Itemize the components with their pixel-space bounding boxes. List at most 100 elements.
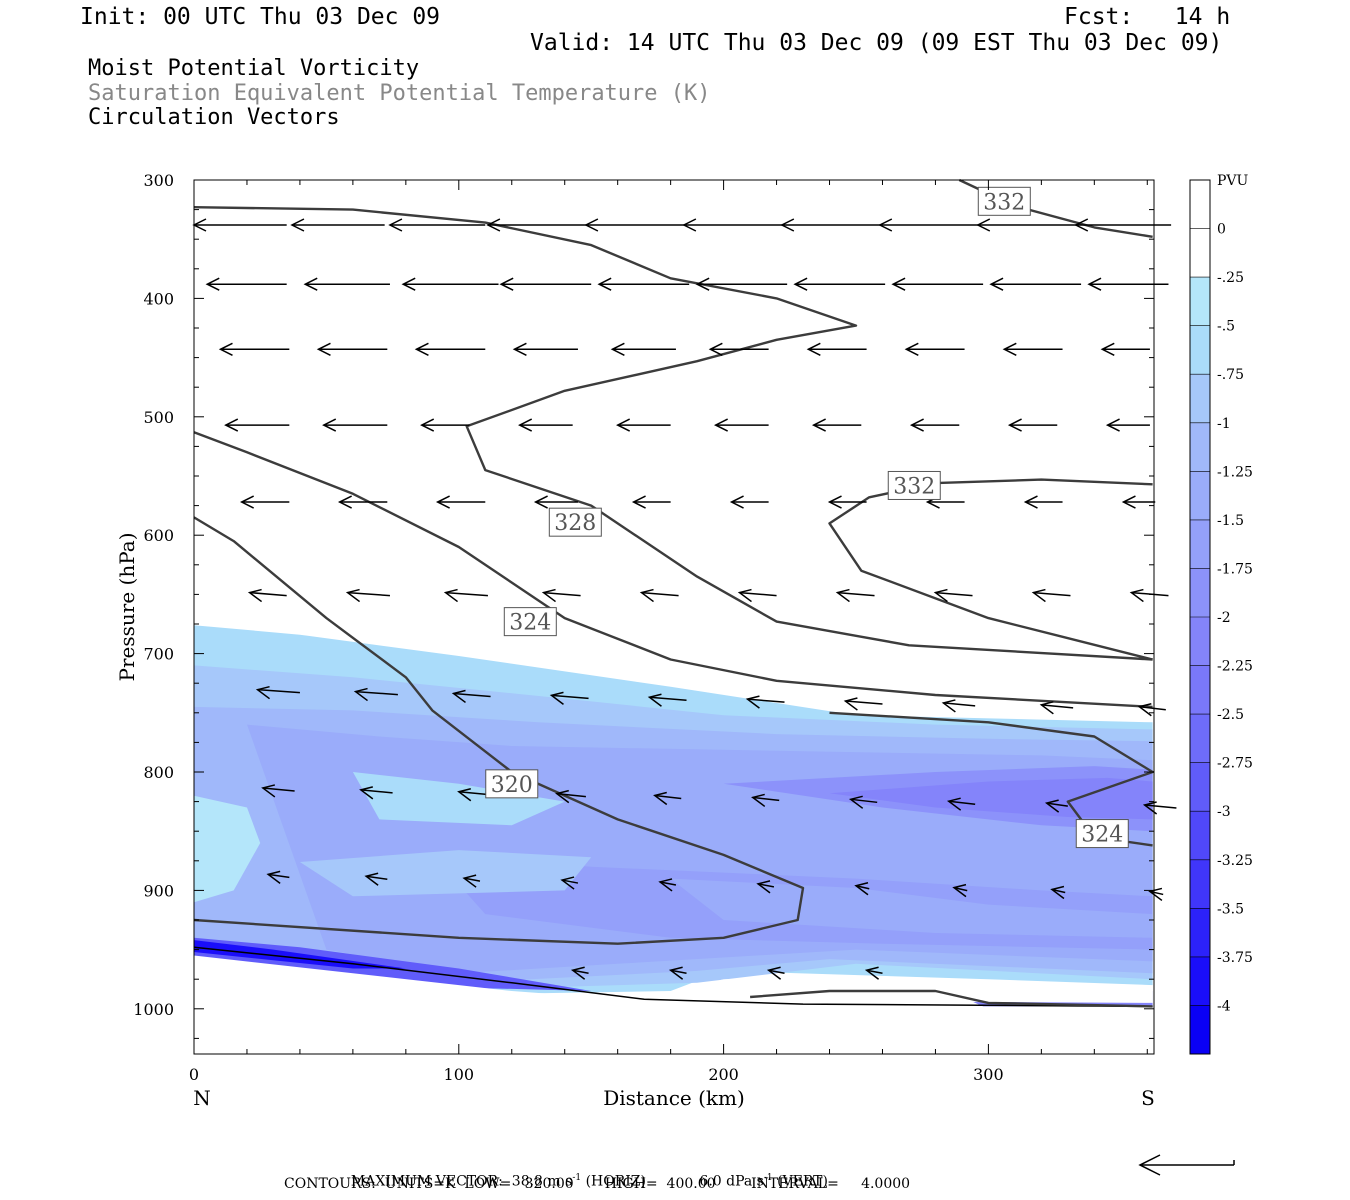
- y-tick-label: 1000: [133, 1000, 174, 1019]
- colorbar-swatch: [1190, 956, 1210, 1006]
- circulation-vector: [1044, 799, 1068, 813]
- circulation-vector: [1007, 418, 1058, 432]
- colorbar-label: -4: [1217, 998, 1231, 1014]
- circulation-vector: [1031, 588, 1071, 603]
- vector-head: [560, 876, 575, 890]
- vector-head: [1105, 418, 1120, 432]
- title-vectors: Circulation Vectors: [88, 105, 340, 130]
- circulation-vector: [864, 966, 883, 980]
- circulation-vector: [708, 342, 769, 356]
- circulation-vector: [486, 218, 589, 232]
- pv-gap: [670, 975, 1153, 1003]
- vector-head: [1137, 702, 1152, 717]
- vector-head: [499, 277, 514, 291]
- vector-head: [443, 588, 459, 603]
- y-tick-label: 900: [143, 881, 174, 900]
- vector-shaft: [551, 694, 589, 700]
- colorbar-swatch: [1190, 228, 1210, 278]
- colorbar-label: -1.5: [1217, 513, 1244, 529]
- pv-patch-mid: [352, 772, 565, 826]
- x-axis-label: Distance (km): [603, 1086, 745, 1110]
- circulation-vector: [462, 874, 481, 888]
- contour-label-text: 324: [509, 611, 551, 636]
- colorbar-swatch: [1190, 714, 1210, 764]
- vector-shaft: [739, 591, 777, 597]
- circulation-vector: [1074, 218, 1172, 232]
- contour-label-text: 328: [554, 511, 596, 536]
- circulation-vector: [766, 966, 785, 980]
- vector-head: [891, 277, 906, 291]
- vector-head: [555, 789, 570, 804]
- plot-frame: [193, 179, 1155, 1055]
- circulation-vector: [443, 588, 488, 603]
- contour-label-box: [548, 507, 602, 537]
- contour-label: 332: [887, 470, 941, 500]
- circulation-vector: [1121, 495, 1156, 509]
- circulation-vector: [989, 277, 1082, 291]
- circulation-vector: [658, 878, 677, 892]
- colorbar-swatch: [1190, 617, 1210, 667]
- circulation-vector: [878, 218, 981, 232]
- circulation-vector: [597, 277, 690, 291]
- circulation-vector: [218, 342, 290, 356]
- surface-fill: [193, 946, 1153, 1057]
- vector-head: [255, 685, 271, 700]
- vector-head: [1142, 801, 1158, 815]
- vector-head: [658, 878, 673, 892]
- vector-head: [239, 495, 254, 509]
- circulation-vector: [729, 495, 769, 509]
- vector-head: [457, 788, 472, 802]
- colorbar-label: -1: [1217, 416, 1231, 432]
- circulation-vector: [745, 695, 785, 709]
- circulation-vector: [239, 495, 290, 509]
- vector-shaft: [1046, 802, 1068, 807]
- circulation-vector: [359, 786, 393, 800]
- y-tick-label: 400: [143, 289, 174, 308]
- circulation-vector: [843, 697, 883, 711]
- circulation-vector: [247, 588, 287, 603]
- contour-label-text: 320: [491, 773, 533, 798]
- footer-contours: CONTOURS: UNITS=K LOW= 320.00 HIGH= 400.…: [284, 1176, 911, 1192]
- vector-head: [806, 342, 821, 356]
- circulation-vector: [1137, 702, 1166, 717]
- vector-head: [303, 277, 318, 291]
- circulation-vector: [1142, 801, 1177, 815]
- circulation-vector: [499, 277, 592, 291]
- colorbar-label: -.5: [1217, 319, 1235, 335]
- circulation-vector: [682, 218, 785, 232]
- axes: 300 400 500 600 700 800 900 1000 0 100 200 300 N S Dis…: [115, 171, 1155, 1110]
- vector-head: [682, 218, 697, 232]
- circulation-vector: [610, 342, 676, 356]
- thetaes-contour-1: [193, 431, 1153, 709]
- reference-vector-head: [1138, 1154, 1161, 1176]
- vector-head: [909, 418, 924, 432]
- vector-head: [570, 966, 586, 980]
- vector-head: [766, 966, 782, 980]
- vector-head: [835, 588, 850, 603]
- contour-label-box: [977, 186, 1031, 216]
- vector-head: [933, 588, 948, 603]
- vector-shaft: [948, 800, 976, 805]
- vector-head: [647, 693, 662, 707]
- circulation-vector: [854, 882, 870, 896]
- vector-head: [1121, 495, 1136, 509]
- colorbar-swatch: [1190, 471, 1210, 521]
- vector-head: [848, 795, 864, 809]
- vector-head: [843, 697, 858, 711]
- circulation-vector: [560, 876, 579, 890]
- contour-label: 320: [485, 769, 539, 799]
- colorbar-label: -2.25: [1217, 659, 1253, 675]
- vector-head: [597, 277, 612, 291]
- circulation-vector: [1002, 342, 1063, 356]
- colorbar-swatch: [1190, 325, 1210, 375]
- vector-head: [695, 277, 710, 291]
- pv-intense-band: [194, 937, 592, 991]
- vector-head: [1148, 887, 1163, 902]
- circulation-vector: [290, 218, 385, 232]
- circulation-vector: [827, 495, 867, 509]
- circulation-vector: [435, 495, 486, 509]
- vector-head: [854, 882, 869, 896]
- circulation-vector: [891, 277, 984, 291]
- vector-shaft: [453, 692, 491, 698]
- colorbar-label: -3.25: [1217, 853, 1253, 869]
